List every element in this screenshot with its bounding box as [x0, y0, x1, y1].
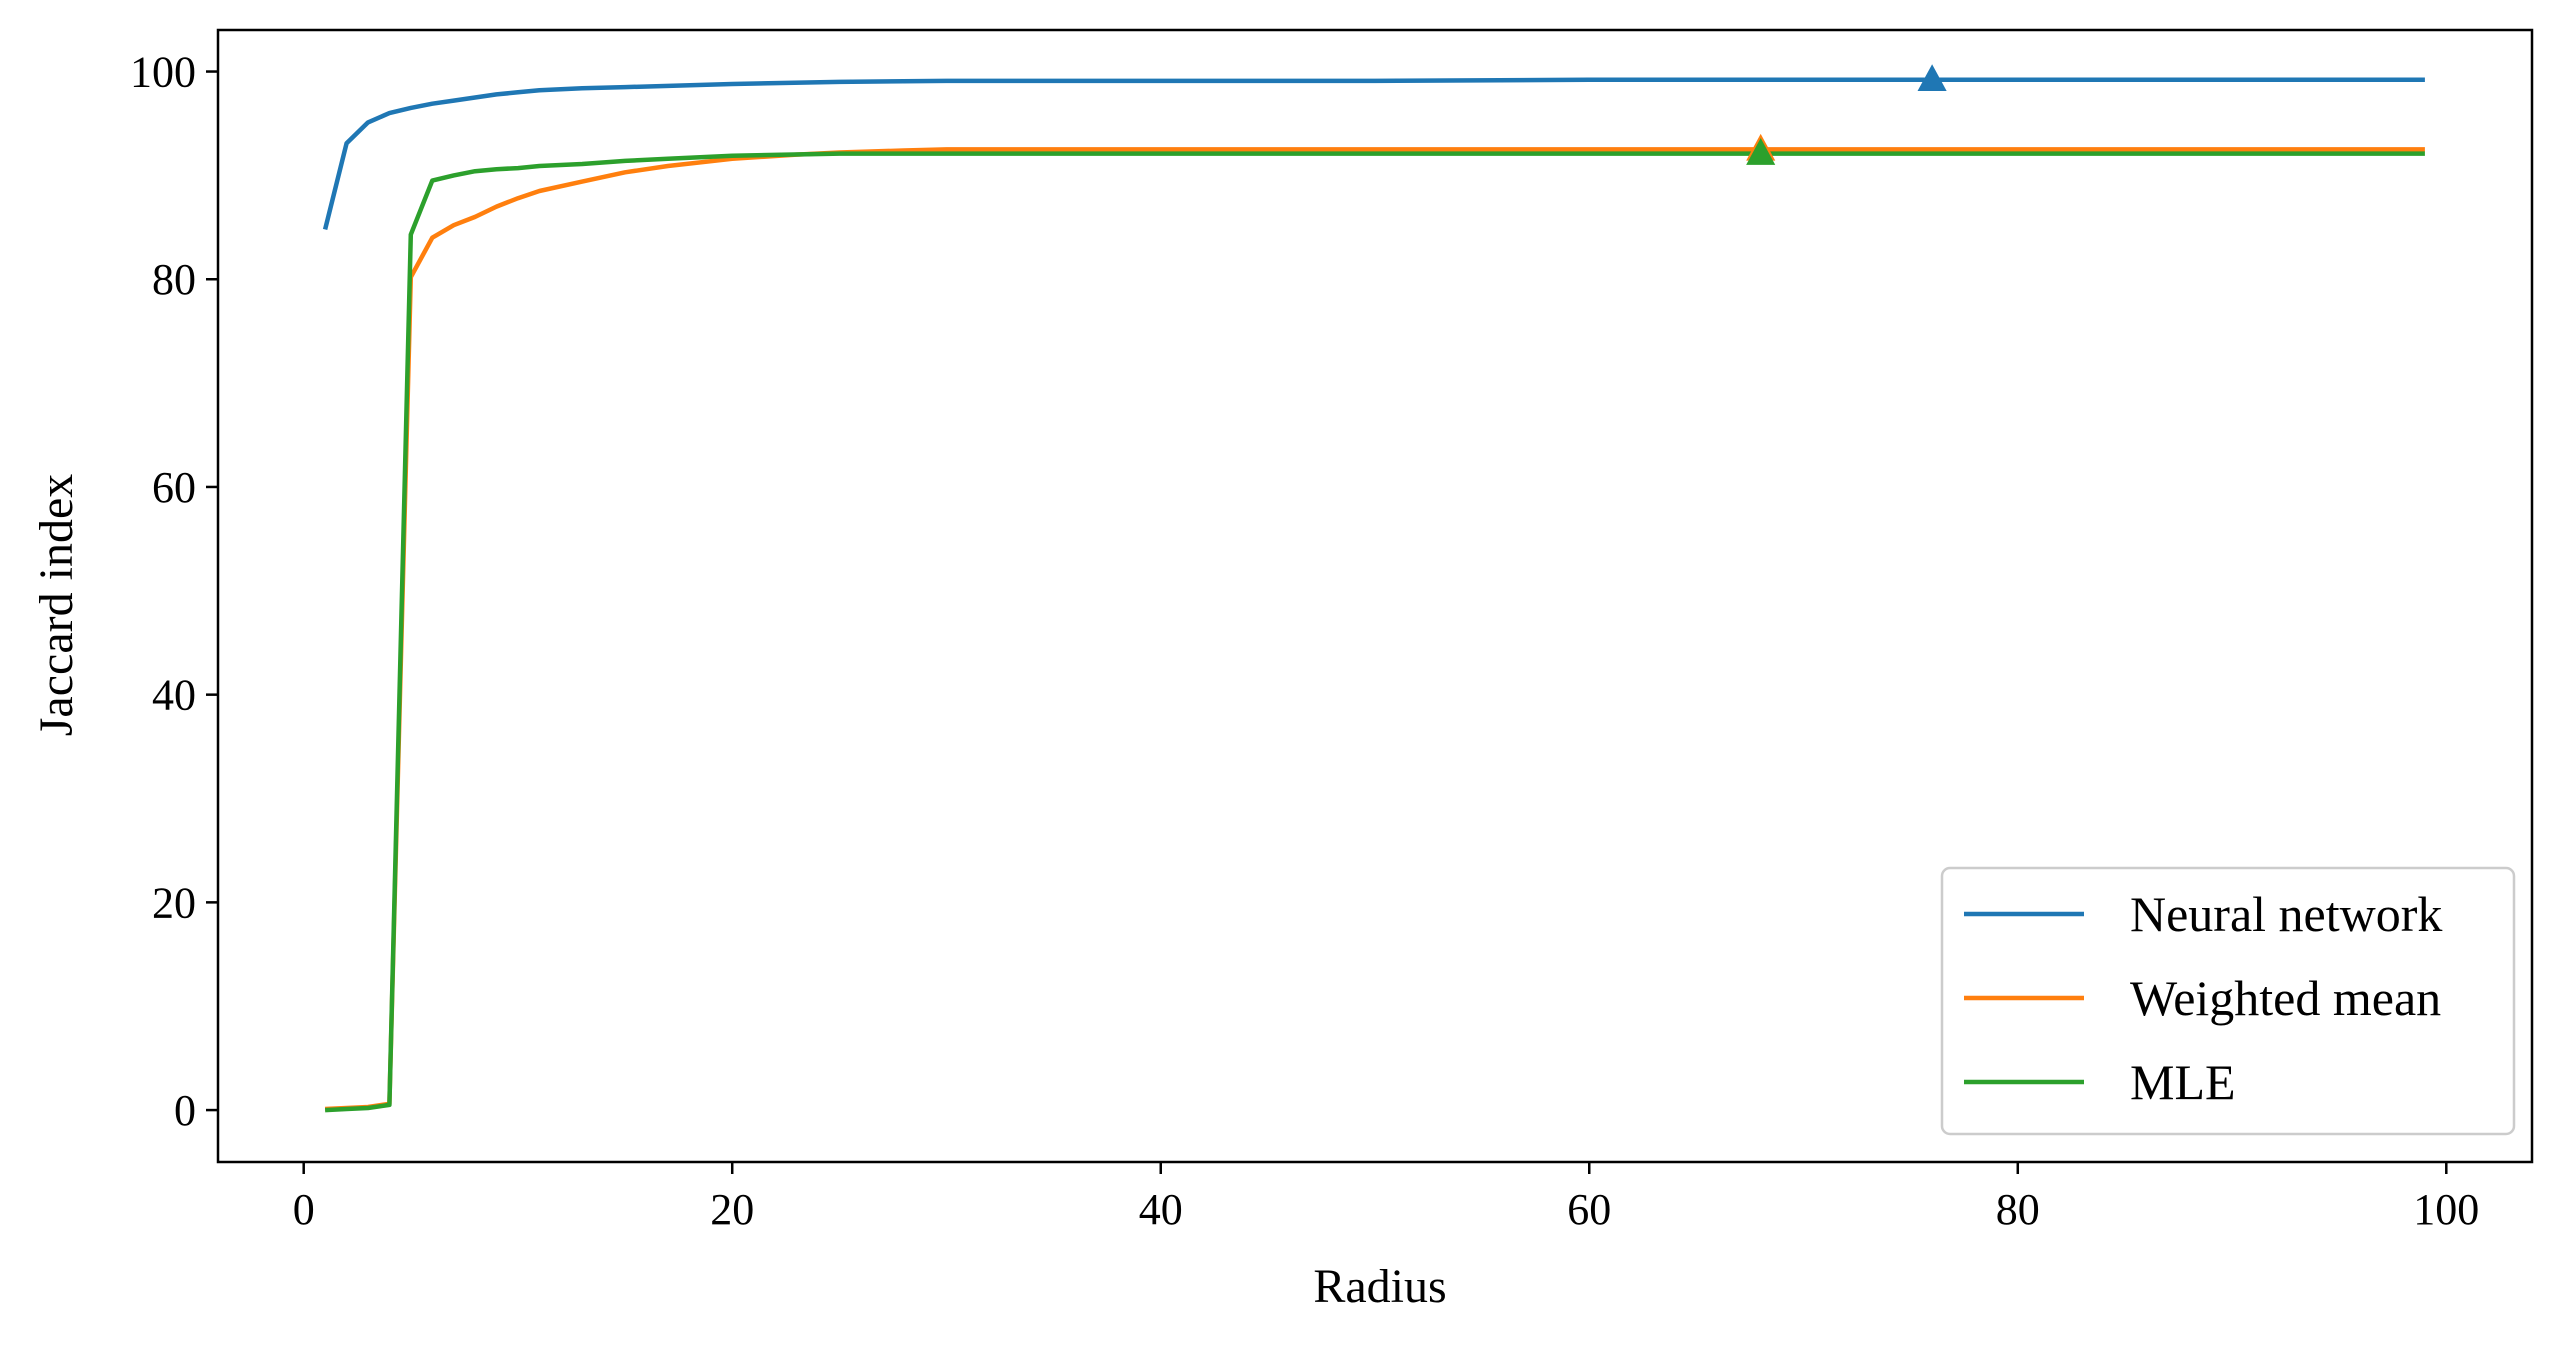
y-tick-label-100: 100 [130, 48, 196, 97]
series-line-2 [324, 151, 2425, 1113]
legend-label-1: Weighted mean [2130, 970, 2441, 1026]
y-tick-label-20: 20 [152, 878, 196, 927]
x-tick-label-100: 100 [2413, 1185, 2479, 1234]
series-line-0 [322, 77, 2425, 230]
y-tick-label-60: 60 [152, 463, 196, 512]
x-tick-label-80: 80 [1996, 1185, 2040, 1234]
y-axis-title: Jaccard index [30, 474, 83, 737]
x-tick-label-60: 60 [1567, 1185, 1611, 1234]
legend-label-0: Neural network [2130, 886, 2442, 942]
plot-area [322, 64, 2425, 1113]
y-tick-label-80: 80 [152, 255, 196, 304]
x-axis-title: Radius [1313, 1260, 1446, 1313]
legend-box [1940, 866, 2516, 1136]
x-tick-label-0: 0 [293, 1185, 315, 1234]
x-tick-label-40: 40 [1139, 1185, 1183, 1234]
series-marker-2 [1746, 138, 1776, 165]
y-tick-label-0: 0 [174, 1086, 196, 1135]
series-line-1 [324, 147, 2425, 1112]
legend: Neural network Weighted mean MLE [1940, 866, 2516, 1136]
series-marker-0 [1917, 64, 1947, 92]
y-tick-label-40: 40 [152, 671, 196, 720]
x-tick-label-20: 20 [710, 1185, 754, 1234]
plot-frame [216, 28, 2534, 1164]
axes: 0 20 40 60 80 100 0 20 40 60 80 100 [130, 28, 2534, 1234]
legend-label-2: MLE [2130, 1054, 2236, 1110]
